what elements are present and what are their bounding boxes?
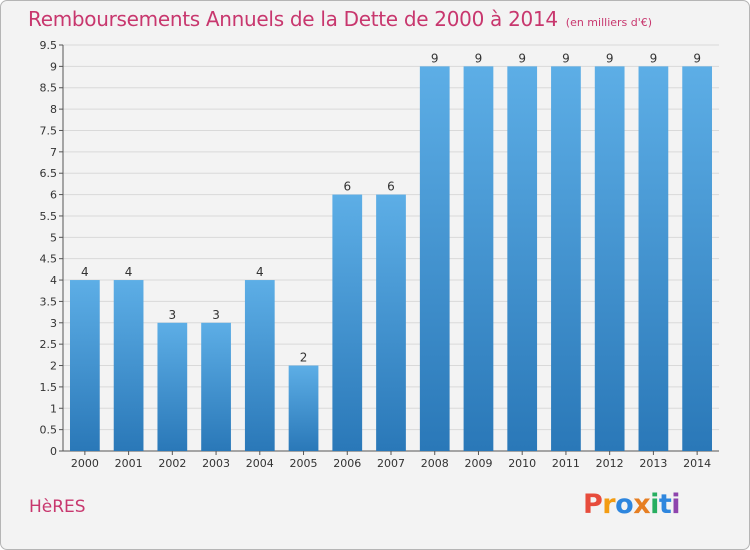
label-layer: 4 4 3 3 4 2 6 6 9 9 9 9 9 9 9 [81,51,701,364]
y-tick-label: 1 [50,402,57,415]
y-tick-label: 8.5 [40,82,58,95]
x-tick-label: 2000 [71,457,99,470]
logo-letter: o [615,489,634,520]
y-tick-label: 8 [50,103,57,116]
x-tick-label: 2007 [377,457,405,470]
y-tick-label: 0.5 [40,424,58,437]
logo-letter: t [658,489,672,520]
y-tick-label: 3 [50,317,57,330]
bar [113,280,144,451]
y-tick-label: 6 [50,189,57,202]
y-tick-label: 5.5 [40,210,58,223]
x-tick-label: 2003 [202,457,230,470]
bar [69,280,100,451]
x-tick-label: 2002 [158,457,186,470]
data-label: 9 [475,51,483,65]
logo-letter: P [583,489,603,520]
data-label: 4 [256,265,264,279]
bar [507,66,538,452]
proxiti-logo[interactable]: Proxiti [583,489,681,520]
y-tick-label: 2.5 [40,338,58,351]
axis-layer: 0 0.5 1 1.5 2 2.5 3 3.5 4 4.5 5 5.5 6 6.5 7 7.5 8 8.5 9 9.5… [40,39,719,470]
title-block: Remboursements Annuels de la Dette de 20… [28,7,652,31]
x-tick-label: 2005 [290,457,318,470]
logo-letter: i [671,489,681,520]
x-tick-label: 2006 [333,457,361,470]
bar [201,322,231,451]
x-tick-label: 2001 [115,457,143,470]
logo-letter: i [650,489,659,520]
commune-name: HèRES [29,497,86,517]
x-tick-label: 2009 [464,457,492,470]
bar [638,66,669,452]
y-tick-label: 7 [50,146,57,159]
y-tick-label: 5 [50,231,57,244]
bar [244,280,275,451]
y-tick-label: 0 [50,445,57,458]
data-label: 9 [693,51,701,65]
x-tick-label: 2011 [552,457,580,470]
y-tick-label: 6.5 [40,167,58,180]
x-tick-label: 2010 [508,457,536,470]
x-tick-label: 2004 [246,457,274,470]
data-label: 9 [562,51,570,65]
y-tick-label: 4.5 [40,253,58,266]
data-label: 3 [212,308,220,322]
data-label: 4 [81,265,89,279]
chart-subtitle: (en milliers d'€) [565,16,653,29]
data-label: 9 [650,51,658,65]
bar [157,322,188,451]
bar-layer [69,66,713,452]
y-tick-label: 2 [50,360,57,373]
data-label: 3 [169,308,177,322]
x-tick-label: 2014 [683,457,711,470]
y-tick-label: 9 [50,60,57,73]
logo-letter: x [633,489,651,520]
logo-letter: r [602,489,616,520]
x-tick-label: 2012 [596,457,624,470]
bar [419,66,450,452]
bar [463,66,494,452]
data-label: 4 [125,265,133,279]
chart-title: Remboursements Annuels de la Dette de 20… [28,7,558,31]
data-label: 9 [518,51,526,65]
x-tick-label: 2013 [639,457,667,470]
bar [332,194,363,451]
bar [594,66,625,452]
data-label: 6 [343,180,351,194]
bar [682,66,713,452]
bar [288,365,319,451]
data-label: 2 [300,351,308,365]
y-tick-label: 7.5 [40,124,58,137]
bar [376,194,406,451]
data-label: 9 [606,51,614,65]
data-label: 6 [387,180,395,194]
y-tick-label: 4 [50,274,57,287]
data-label: 9 [431,51,439,65]
y-tick-label: 3.5 [40,295,58,308]
bar [551,66,581,452]
y-tick-label: 9.5 [40,39,58,52]
y-tick-label: 1.5 [40,381,58,394]
x-tick-label: 2008 [421,457,449,470]
